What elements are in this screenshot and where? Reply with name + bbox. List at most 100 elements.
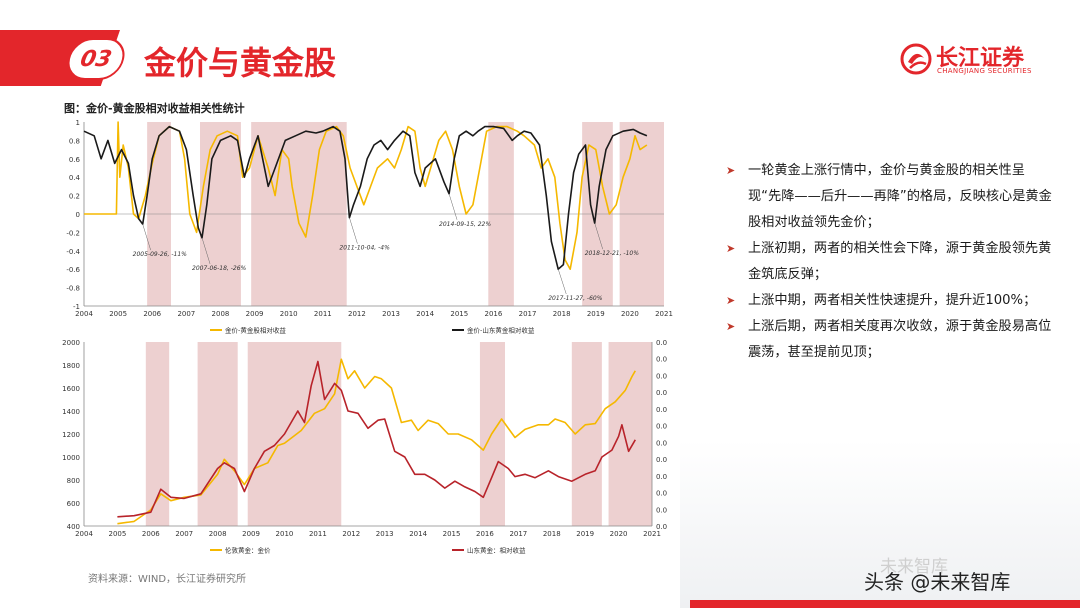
x-tick-label: 2011: [314, 310, 332, 318]
y2-tick-label: 0.0: [656, 439, 667, 447]
logo-name: 长江证券: [936, 46, 1025, 71]
y-tick-label: 1400: [62, 408, 80, 416]
x-tick-label: 2019: [576, 530, 594, 538]
y-tick-label: 1: [76, 119, 80, 127]
x-tick-label: 2015: [450, 310, 468, 318]
y-tick-label: 0.2: [69, 193, 80, 201]
y-tick-label: -0.8: [66, 285, 80, 293]
legend-label: 金价-黄金股相对收益: [225, 326, 286, 335]
price-chart: 2000 1800 1600 1400 1200 1000 800 600 400 0.0 0.0 0…: [62, 339, 667, 555]
annotation-leader: [142, 224, 151, 251]
shaded-period: [608, 342, 652, 526]
x-tick-label: 2018: [553, 310, 571, 318]
x-tick-label: 2017: [519, 310, 537, 318]
y-tick-label: -0.2: [66, 229, 80, 237]
x-tick-label: 2012: [348, 310, 366, 318]
bullet-text: 一轮黄金上涨行情中，金价与黄金股的相关性呈现“先降——后升——再降”的格局，反映…: [748, 163, 1052, 230]
bullet-text: 上涨初期，两者的相关性会下降，源于黄金股领先黄金筑底反弹；: [748, 241, 1052, 282]
bullet-item: ➤ 上涨初期，两者的相关性会下降，源于黄金股领先黄金筑底反弹；: [726, 236, 1056, 288]
x-tick-label: 2017: [509, 530, 527, 538]
series-line: [84, 121, 648, 270]
x-tick-label: 2010: [280, 310, 298, 318]
y2-tick-label: 0.0: [656, 389, 667, 397]
annotation-leader: [349, 217, 358, 244]
logo-subtitle: CHANGJIANG SECURITIES: [937, 67, 1032, 75]
annotation-label: 2007-06-18, -26%: [192, 265, 246, 272]
x-tick-label: 2009: [242, 530, 260, 538]
x-tick-label: 2011: [309, 530, 327, 538]
x-tick-label: 2020: [621, 310, 639, 318]
y2-tick-label: 0.0: [656, 490, 667, 498]
x-tick-label: 2005: [108, 530, 126, 538]
y2-tick-label: 0.0: [656, 339, 667, 347]
bullet-item: ➤ 一轮黄金上涨行情中，金价与黄金股的相关性呈现“先降——后升——再降”的格局，反…: [726, 158, 1056, 236]
y2-tick-label: 0.0: [656, 356, 667, 364]
y-tick-label: 0.6: [69, 156, 81, 164]
annotation-leader: [557, 269, 567, 295]
x-tick-label: 2015: [443, 530, 461, 538]
y-tick-label: 1600: [62, 385, 80, 393]
bullet-list: ➤ 一轮黄金上涨行情中，金价与黄金股的相关性呈现“先降——后升——再降”的格局，反…: [726, 158, 1056, 366]
series-line: [83, 125, 648, 270]
x-tick-label: 2021: [655, 310, 673, 318]
x-tick-label: 2004: [75, 530, 93, 538]
bullet-item: ➤ 上涨中期，两者相关性快速提升，提升近100%；: [726, 288, 1056, 314]
bullet-item: ➤ 上涨后期，两者相关度再次收敛，源于黄金股易高位震荡，甚至提前见顶；: [726, 314, 1056, 366]
x-tick-label: 2016: [484, 310, 502, 318]
source-note: 资料来源：WIND，长江证券研究所: [88, 574, 247, 585]
annotation-label: 2018-12-21, -10%: [585, 250, 639, 257]
y-tick-label: -1: [73, 303, 80, 311]
x-tick-label: 2007: [177, 310, 195, 318]
x-tick-label: 2016: [476, 530, 494, 538]
x-tick-label: 2019: [587, 310, 605, 318]
y2-tick-label: 0.0: [656, 423, 667, 431]
x-tick-label: 2008: [209, 530, 227, 538]
y2-tick-label: 0.0: [656, 523, 667, 531]
x-tick-label: 2004: [75, 310, 93, 318]
shaded-period: [145, 342, 170, 526]
x-tick-label: 2007: [175, 530, 193, 538]
x-tick-label: 2005: [109, 310, 127, 318]
page-title: 金价与黄金股: [144, 44, 337, 82]
annotation-label: 2005-09-26, -11%: [133, 251, 187, 258]
bullet-text: 上涨中期，两者相关性快速提升，提升近100%；: [748, 293, 1037, 308]
background-cityscape: [680, 440, 1080, 608]
x-tick-label: 2014: [409, 530, 427, 538]
figure-title: 图：金价-黄金股相对收益相关性统计: [64, 102, 245, 115]
x-tick-label: 2009: [246, 310, 264, 318]
shaded-period: [197, 342, 238, 526]
y-tick-label: 600: [67, 500, 80, 508]
x-tick-label: 2012: [342, 530, 360, 538]
shaded-period: [571, 342, 602, 526]
y-tick-label: -0.6: [66, 266, 80, 274]
y2-tick-label: 0.0: [656, 406, 667, 414]
y2-tick-label: 0.0: [656, 456, 667, 464]
annotation-label: 2017-11-27, -60%: [548, 295, 602, 302]
annotation-label: 2014-09-15, 22%: [439, 221, 491, 228]
x-tick-label: 2021: [643, 530, 661, 538]
x-tick-label: 2020: [610, 530, 628, 538]
company-logo: 长江证券 CHANGJIANG SECURITIES: [900, 40, 1050, 80]
x-tick-label: 2010: [276, 530, 294, 538]
y-tick-label: 0.8: [69, 137, 80, 145]
y-tick-label: 1000: [62, 454, 80, 462]
bullet-text: 上涨后期，两者相关度再次收敛，源于黄金股易高位震荡，甚至提前见顶；: [748, 319, 1052, 360]
shaded-period: [247, 342, 342, 526]
y-tick-label: 2000: [62, 339, 80, 347]
annotation-leader: [594, 223, 603, 250]
x-tick-label: 2006: [143, 310, 161, 318]
legend-label: 山东黄金：相对收益: [467, 546, 526, 555]
y2-tick-label: 0.0: [656, 506, 667, 514]
x-tick-label: 2013: [376, 530, 394, 538]
x-tick-label: 2008: [212, 310, 230, 318]
y-tick-label: 400: [67, 523, 80, 531]
arrow-bullet-icon: ➤: [726, 242, 736, 255]
annotation-leader: [201, 237, 211, 264]
series-line: [117, 358, 636, 525]
bottom-accent-bar: [690, 600, 1080, 608]
y-tick-label: 0.4: [69, 174, 81, 182]
x-tick-label: 2018: [543, 530, 561, 538]
x-tick-label: 2014: [416, 310, 434, 318]
y-tick-label: 1800: [62, 362, 80, 370]
